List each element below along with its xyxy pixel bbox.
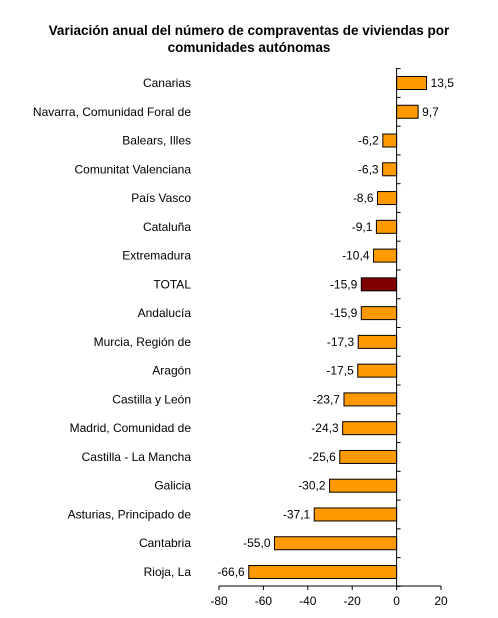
category-label-castilla-la-mancha: Castilla - La Mancha: [82, 450, 192, 464]
value-label-extremadura: -10,4: [342, 249, 370, 263]
value-label-aragon: -17,5: [326, 364, 354, 378]
category-label-rioja-la: Rioja, La: [144, 565, 192, 579]
bar-galicia: [329, 478, 398, 493]
value-label-andalucia: -15,9: [330, 306, 358, 320]
value-label-murcia-region-de: -17,3: [327, 335, 355, 349]
category-label-asturias-principado-de: Asturias, Principado de: [68, 507, 192, 521]
bar-extremadura: [373, 248, 398, 263]
category-label-extremadura: Extremadura: [122, 249, 191, 263]
value-label-rioja-la: -66,6: [217, 565, 245, 579]
bar-aragon: [357, 363, 398, 378]
bar-asturias-principado-de: [313, 507, 398, 522]
x-tick-label: -20: [344, 594, 362, 608]
value-label-asturias-principado-de: -37,1: [283, 507, 311, 521]
value-label-balears-illes: -6,2: [358, 134, 379, 148]
value-label-pais-vasco: -8,6: [353, 191, 374, 205]
chart-title-line-1: Variación anual del número de compravent…: [48, 23, 450, 38]
bar-castilla-y-leon: [343, 392, 398, 407]
bar-navarra-comunidad-foral-de: [396, 104, 419, 119]
category-label-aragon: Aragón: [152, 364, 191, 378]
bar-pais-vasco: [377, 191, 398, 206]
value-label-cataluna: -9,1: [352, 220, 373, 234]
bar-rioja-la: [248, 565, 398, 579]
bar-canarias: [396, 76, 428, 90]
category-label-comunitat-valenciana: Comunitat Valenciana: [74, 162, 191, 176]
value-label-castilla-la-mancha: -25,6: [308, 450, 336, 464]
category-label-navarra-comunidad-foral-de: Navarra, Comunidad Foral de: [33, 105, 191, 119]
x-tick-label: 0: [393, 594, 400, 608]
category-label-andalucia: Andalucía: [138, 306, 192, 320]
category-label-murcia-region-de: Murcia, Región de: [94, 335, 192, 349]
bar-castilla-la-mancha: [339, 449, 398, 464]
axis-layer: [218, 68, 442, 590]
bar-madrid-comunidad-de: [342, 421, 398, 436]
bar-murcia-region-de: [357, 334, 398, 349]
x-tick-label: -40: [299, 594, 317, 608]
bars-layer: [248, 76, 428, 579]
chart-title-line-2: comunidades autónomas: [167, 40, 331, 55]
value-label-comunitat-valenciana: -6,3: [358, 162, 379, 176]
value-label-total: -15,9: [330, 277, 358, 291]
x-tick-label: 20: [434, 594, 448, 608]
value-label-cantabria: -55,0: [243, 536, 271, 550]
value-label-madrid-comunidad-de: -24,3: [311, 421, 339, 435]
labels-layer: Canarias 13,5 Navarra, Comunidad Foral de 9…: [33, 76, 454, 608]
category-label-castilla-y-leon: Castilla y León: [112, 392, 191, 406]
bar-andalucia: [360, 306, 398, 321]
chart-title: Variación anual del número de compravent…: [0, 22, 498, 56]
value-label-canarias: 13,5: [431, 76, 455, 90]
bar-balears-illes: [382, 133, 398, 148]
category-label-cantabria: Cantabria: [139, 536, 191, 550]
bar-cataluna: [375, 219, 398, 234]
category-label-canarias: Canarias: [143, 76, 191, 90]
category-label-cataluna: Cataluña: [143, 220, 191, 234]
category-label-total: TOTAL: [153, 277, 191, 291]
value-label-galicia: -30,2: [298, 479, 326, 493]
bar-total: [360, 277, 398, 292]
category-label-balears-illes: Balears, Illes: [122, 134, 191, 148]
category-label-madrid-comunidad-de: Madrid, Comunidad de: [70, 421, 192, 435]
x-tick-label: -80: [210, 594, 228, 608]
category-label-pais-vasco: País Vasco: [131, 191, 191, 205]
value-label-navarra-comunidad-foral-de: 9,7: [422, 105, 439, 119]
category-label-galicia: Galicia: [154, 479, 191, 493]
bar-comunitat-valenciana: [382, 162, 398, 177]
value-label-castilla-y-leon: -23,7: [313, 392, 341, 406]
bar-cantabria: [274, 536, 398, 551]
x-tick-label: -60: [255, 594, 273, 608]
